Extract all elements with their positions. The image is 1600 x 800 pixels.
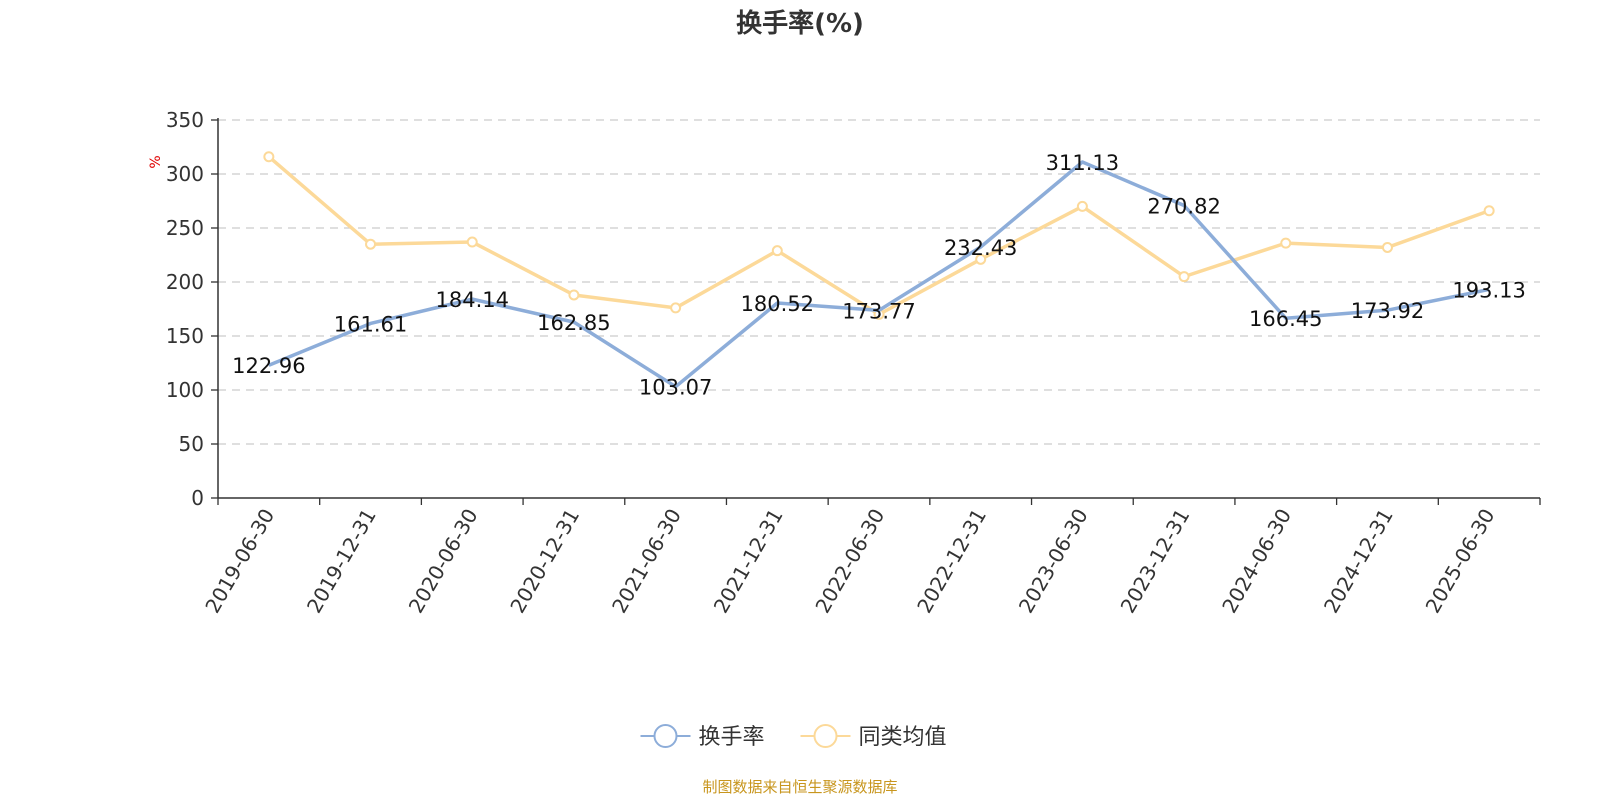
data-label: 232.43	[944, 236, 1017, 260]
legend-label: 换手率	[699, 725, 765, 750]
series-1-point[interactable]	[771, 245, 783, 257]
data-label: 311.13	[1046, 151, 1119, 175]
x-tick-label: 2022-12-31	[912, 505, 991, 618]
data-label: 270.82	[1147, 195, 1220, 219]
series-layer	[263, 151, 1495, 389]
series-1-point[interactable]	[1178, 271, 1190, 283]
x-tick-label: 2024-12-31	[1319, 505, 1398, 618]
data-label: 161.61	[334, 312, 407, 336]
legend-item-0[interactable]: 换手率	[640, 724, 765, 750]
data-label: 166.45	[1249, 307, 1322, 331]
series-1-point[interactable]	[1076, 200, 1088, 212]
y-tick-label: 350	[166, 108, 204, 132]
data-label: 184.14	[435, 288, 508, 312]
y-tick-label: 50	[179, 432, 204, 456]
y-tick-label: 250	[166, 216, 204, 240]
legend[interactable]: 换手率 同类均值	[640, 724, 947, 750]
series-1-point[interactable]	[670, 302, 682, 314]
x-tick-label: 2022-06-30	[810, 505, 889, 618]
y-tick-label: 200	[166, 270, 204, 294]
data-label: 173.77	[842, 299, 915, 323]
series-1-point[interactable]	[975, 253, 987, 265]
y-axis-unit-label: %	[148, 155, 164, 168]
y-tick-label: 100	[166, 378, 204, 402]
data-label: 103.07	[639, 376, 712, 400]
data-label: 180.52	[741, 292, 814, 316]
legend-swatch-marker	[813, 724, 838, 748]
x-tick-label: 2021-06-30	[607, 505, 686, 618]
series-1-point[interactable]	[263, 151, 275, 163]
data-labels: 122.96 161.61 184.14 162.85 103.07 180.52 173.…	[232, 151, 1526, 400]
y-tick-label: 0	[191, 486, 204, 510]
x-tick-label: 2025-06-30	[1421, 505, 1500, 618]
series-1-point[interactable]	[365, 238, 377, 250]
x-tick-label: 2023-12-31	[1116, 505, 1195, 618]
legend-swatch-marker	[653, 724, 678, 748]
series-1-point[interactable]	[466, 236, 478, 248]
series-1-point[interactable]	[1280, 237, 1292, 249]
y-axis-ticks: 0 50 100 150 200 250 300 350	[166, 108, 218, 510]
data-label: 162.85	[537, 311, 610, 335]
series-line-0	[268, 160, 1490, 389]
series-1-point[interactable]	[1381, 241, 1393, 253]
axes	[217, 118, 1540, 499]
data-label: 122.96	[232, 354, 305, 378]
grid-lines	[218, 119, 1540, 445]
x-axis-ticks: 2019-06-30 2019-12-31 2020-06-30 2020-12-31…	[200, 498, 1541, 618]
data-label: 173.92	[1351, 299, 1424, 323]
series-1-point[interactable]	[1483, 205, 1495, 217]
x-tick-label: 2023-06-30	[1014, 505, 1093, 618]
legend-item-1[interactable]: 同类均值	[800, 724, 947, 750]
data-label: 193.13	[1452, 278, 1525, 302]
x-tick-label: 2024-06-30	[1217, 505, 1296, 618]
x-tick-label: 2019-12-31	[302, 505, 381, 618]
x-tick-label: 2021-12-31	[709, 505, 788, 618]
data-source-note: 制图数据来自恒生聚源数据库	[702, 778, 897, 796]
x-tick-label: 2020-12-31	[505, 505, 584, 618]
chart-title: 换手率(%)	[736, 8, 864, 39]
x-tick-label: 2019-06-30	[200, 505, 279, 618]
x-tick-label: 2020-06-30	[404, 505, 483, 618]
legend-label: 同类均值	[859, 725, 947, 750]
y-tick-label: 300	[166, 162, 204, 186]
y-tick-label: 150	[166, 324, 204, 348]
series-1-point[interactable]	[568, 289, 580, 301]
